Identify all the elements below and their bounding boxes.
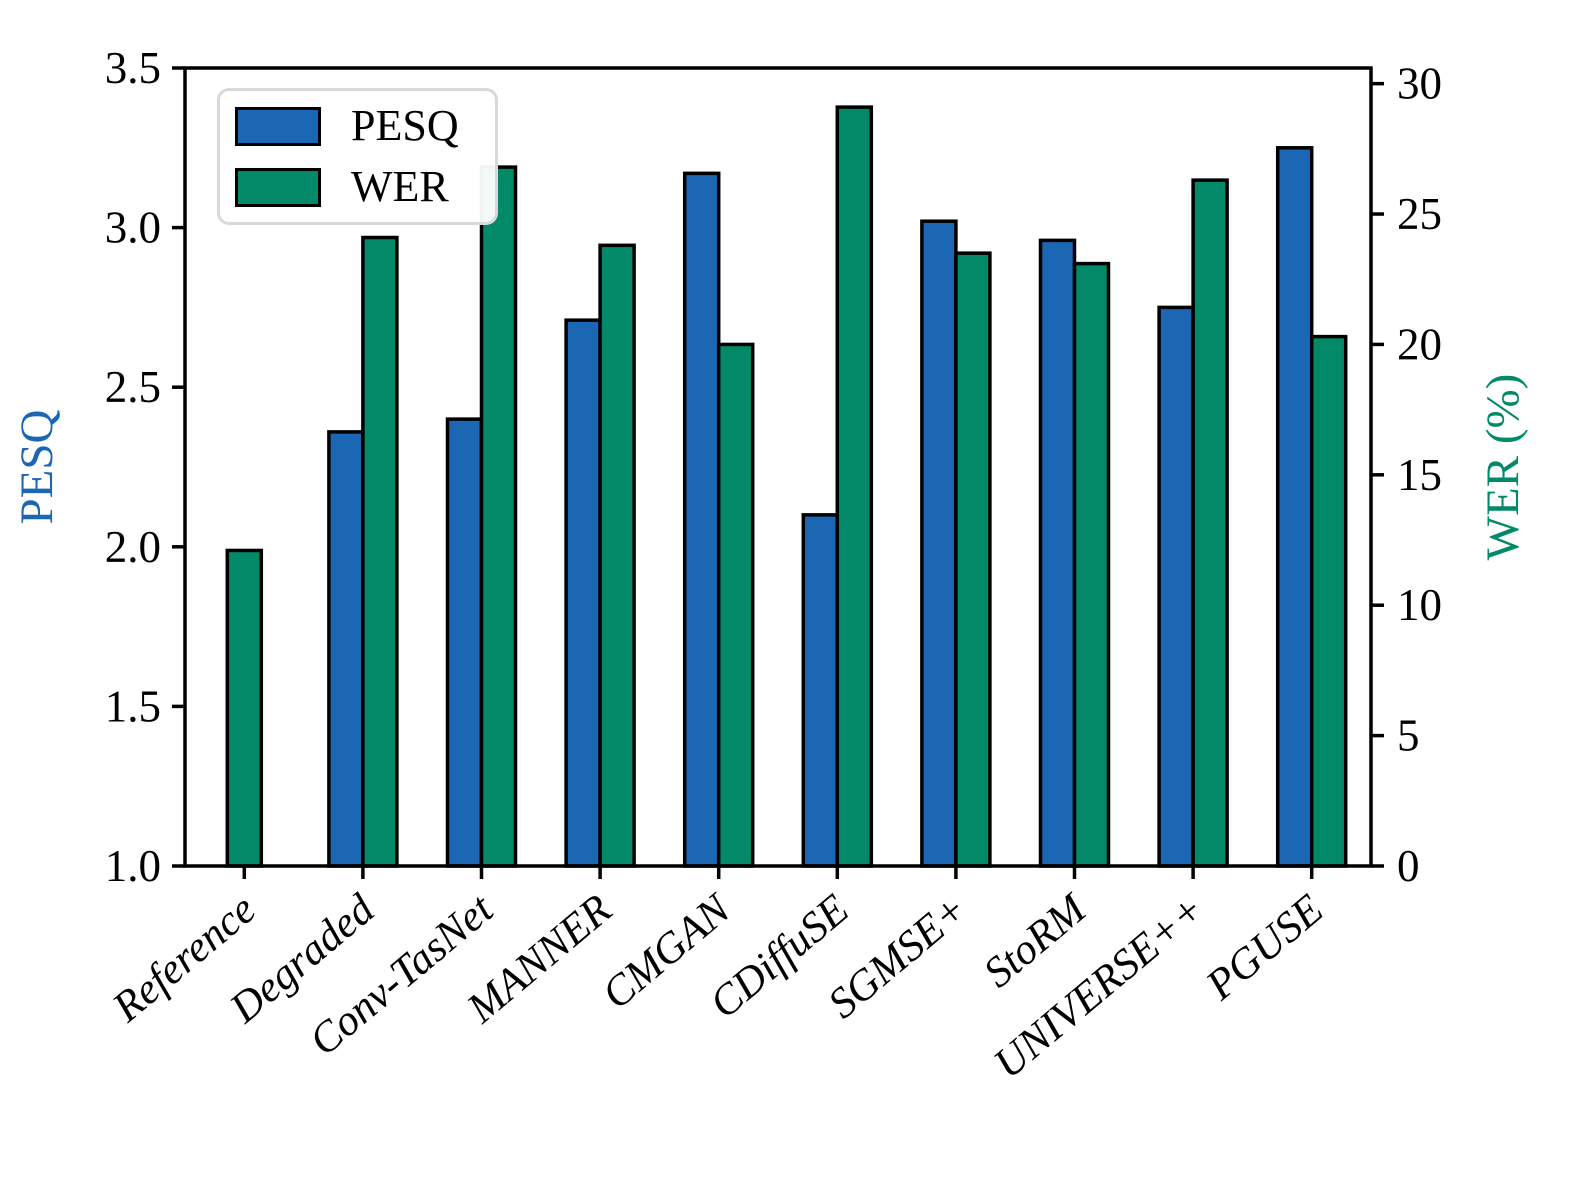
legend-item-pesq: PESQ — [235, 104, 465, 148]
plot-frame — [183, 66, 1373, 868]
y-left-axis-title: PESQ — [11, 409, 63, 524]
bar-pesq-degraded — [327, 430, 365, 868]
bar-pesq-storm — [1038, 238, 1077, 868]
y-right-tick-label: 15 — [1397, 450, 1442, 500]
bar-wer-universe++ — [1191, 178, 1229, 868]
bar-pesq-pguse — [1275, 146, 1314, 868]
y-right-axis-title: WER (%) — [1477, 374, 1529, 561]
y-right-tick-label: 20 — [1397, 319, 1442, 369]
bar-pesq-cdiffuse — [801, 513, 840, 868]
bar-pesq-cmgan — [682, 171, 721, 868]
bar-pesq-sgmse+ — [920, 219, 958, 868]
bar-wer-manner — [598, 243, 636, 868]
bar-wer-sgmse+ — [954, 251, 992, 868]
y-right-tick-label: 0 — [1397, 841, 1420, 891]
y-left-tick-label: 1.5 — [105, 681, 161, 731]
y-left-tick-label: 1.0 — [105, 841, 161, 891]
y-right-tick-label: 25 — [1397, 189, 1442, 239]
bar-wer-storm — [1072, 261, 1111, 868]
y-left-tick-label: 3.5 — [105, 43, 161, 93]
y-right-tick-label: 30 — [1397, 59, 1442, 109]
legend: PESQ WER — [217, 88, 498, 225]
legend-label-pesq: PESQ — [351, 101, 459, 150]
y-right-tick-label: 10 — [1397, 580, 1442, 630]
bar-pesq-manner — [564, 318, 602, 868]
bar-wer-conv-tasnet — [479, 165, 518, 868]
bar-wer-reference — [225, 548, 264, 868]
x-tick-label-universe++: UNIVERSE++ — [985, 886, 1213, 1088]
x-tick-label-pguse: PGUSE — [1197, 886, 1332, 1010]
bar-pesq-universe++ — [1157, 305, 1195, 868]
y-left-tick-label: 2.0 — [105, 522, 161, 572]
legend-swatch-pesq — [235, 106, 321, 146]
bar-wer-degraded — [361, 235, 399, 868]
y-left-tick-label: 3.0 — [105, 203, 161, 253]
legend-swatch-wer — [235, 167, 321, 207]
bar-pesq-conv-tasnet — [445, 417, 484, 868]
bar-wer-cdiffuse — [835, 105, 874, 868]
legend-item-wer: WER — [235, 165, 465, 209]
y-right-tick-label: 5 — [1397, 711, 1420, 761]
y-left-tick-label: 2.5 — [105, 362, 161, 412]
bar-wer-pguse — [1309, 334, 1348, 868]
legend-label-wer: WER — [351, 162, 449, 211]
bar-wer-cmgan — [716, 342, 755, 868]
